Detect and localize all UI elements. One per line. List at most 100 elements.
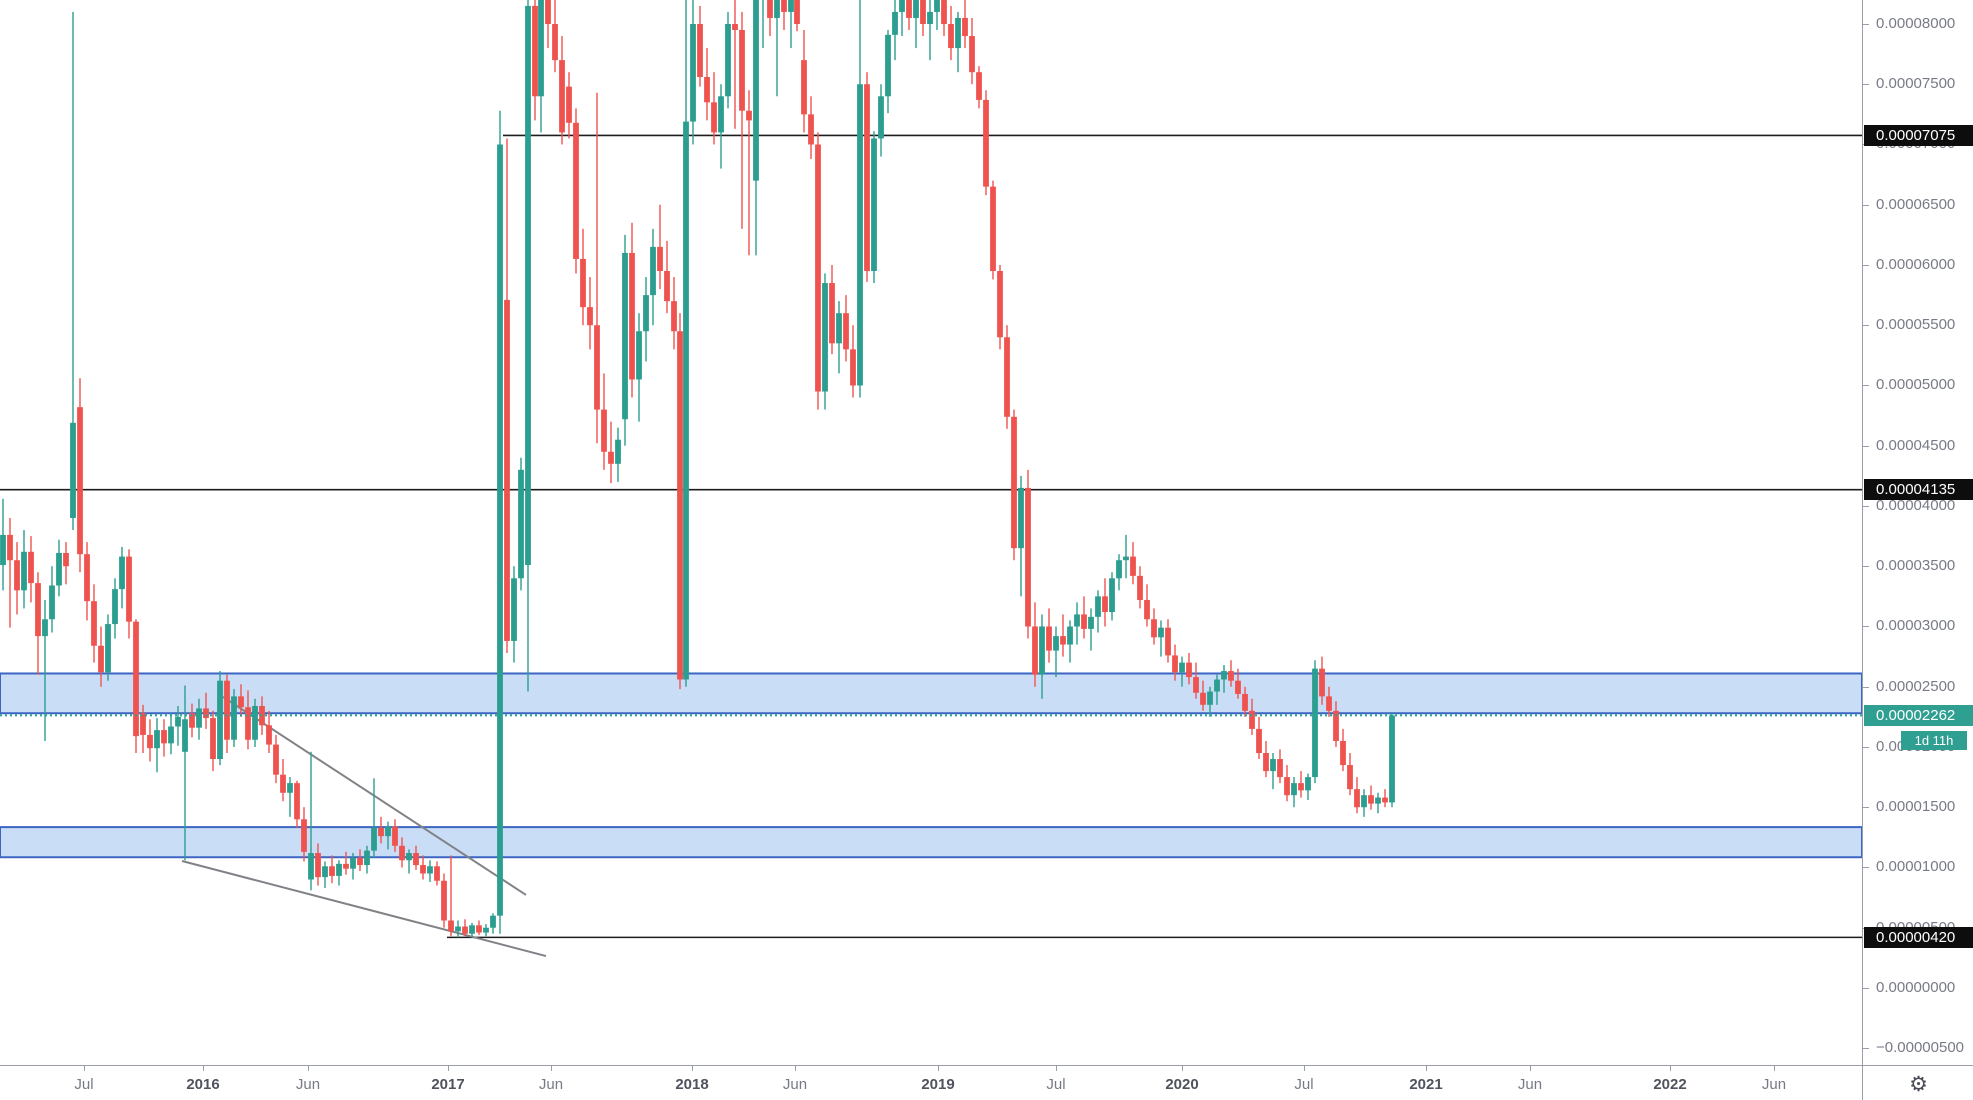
last-price-badge[interactable]: 0.00002262 bbox=[1864, 704, 1973, 726]
candle-down bbox=[990, 186, 996, 272]
level-price-badge[interactable]: 0.00004135 bbox=[1864, 479, 1973, 501]
candle-up bbox=[650, 246, 656, 296]
candle-down bbox=[399, 845, 405, 861]
candle-wick bbox=[790, 0, 792, 49]
candle-down bbox=[147, 734, 153, 749]
supply-demand-band[interactable] bbox=[0, 826, 1862, 859]
level-price-badge[interactable]: 0.00007075 bbox=[1864, 124, 1973, 146]
candle-wick bbox=[1090, 608, 1092, 651]
candle-down bbox=[189, 713, 195, 728]
candle-down bbox=[920, 0, 926, 24]
price-tick-label: 0.00001500 bbox=[1876, 798, 1956, 816]
time-tick-mark bbox=[1774, 1066, 1775, 1071]
candle-up bbox=[231, 696, 237, 740]
candle-down bbox=[746, 110, 752, 121]
candle-down bbox=[1081, 614, 1087, 629]
candle-up bbox=[336, 863, 342, 876]
candle-down bbox=[1298, 783, 1304, 791]
trendline[interactable] bbox=[181, 860, 547, 958]
candle-down bbox=[864, 84, 870, 272]
candle-up bbox=[1018, 487, 1024, 549]
candle-down bbox=[767, 0, 773, 18]
candle-down bbox=[1032, 626, 1038, 675]
axis-settings-corner: ⚙ bbox=[1862, 1065, 1973, 1100]
time-axis[interactable]: Jul 2016 Jun 2017 Jun 2018 Jun 2019 Jul 2020 Jul 20… bbox=[0, 1065, 1862, 1100]
candle-up bbox=[252, 706, 258, 740]
candle-up bbox=[857, 84, 863, 386]
time-tick-label: 2017 bbox=[431, 1076, 465, 1093]
candle-up bbox=[1095, 596, 1101, 617]
bar-countdown-badge: 1d 11h bbox=[1901, 730, 1967, 750]
candle-up bbox=[1312, 668, 1318, 778]
candle-up bbox=[364, 850, 370, 866]
candle-up bbox=[175, 716, 181, 727]
price-tick-label: 0.00006500 bbox=[1876, 195, 1956, 213]
candle-up bbox=[955, 17, 961, 49]
candle-up bbox=[217, 680, 223, 760]
candle-down bbox=[126, 556, 132, 622]
candlestick-chart[interactable] bbox=[0, 0, 1862, 1065]
candle-down bbox=[1256, 728, 1262, 754]
candle-up bbox=[1158, 627, 1164, 638]
candle-down bbox=[413, 853, 419, 866]
price-axis[interactable]: 0.000080000.000075000.000070000.00006500… bbox=[1862, 0, 1973, 1065]
candle-down bbox=[1193, 677, 1199, 693]
candle-up bbox=[371, 827, 377, 851]
candle-down bbox=[203, 708, 209, 719]
candle-down bbox=[1172, 655, 1178, 673]
candle-up bbox=[1375, 797, 1381, 804]
candle-down bbox=[1249, 710, 1255, 729]
candle-down bbox=[1382, 797, 1388, 803]
candle-down bbox=[35, 583, 41, 637]
candle-wick bbox=[741, 11, 743, 229]
candle-up bbox=[1214, 679, 1220, 692]
supply-demand-band[interactable] bbox=[0, 672, 1862, 715]
gear-icon[interactable]: ⚙ bbox=[1909, 1071, 1928, 1096]
price-tick-mark bbox=[1863, 867, 1869, 869]
candle-down bbox=[210, 718, 216, 760]
candle-up bbox=[683, 121, 689, 680]
candle-up bbox=[622, 252, 628, 420]
candle-up bbox=[1088, 616, 1094, 629]
candle-down bbox=[1277, 759, 1283, 778]
candle-wick bbox=[44, 599, 46, 741]
candle-up bbox=[350, 857, 356, 869]
candle-up bbox=[753, 0, 759, 181]
candle-up bbox=[1389, 715, 1395, 803]
price-chart-pane[interactable] bbox=[0, 0, 1862, 1065]
candle-down bbox=[808, 114, 814, 145]
candle-down bbox=[1046, 626, 1052, 651]
price-tick: −0.00000500 bbox=[1863, 1038, 1973, 1058]
candle-up bbox=[497, 144, 503, 916]
time-tick-label: Jul bbox=[1046, 1076, 1066, 1093]
candle-up bbox=[1053, 636, 1059, 651]
candle-wick bbox=[776, 0, 778, 97]
candle-down bbox=[1242, 693, 1248, 711]
time-tick-mark bbox=[1426, 1066, 1427, 1071]
candle-down bbox=[392, 826, 398, 846]
candle-down bbox=[1004, 337, 1010, 417]
price-tick-label: 0.00001000 bbox=[1876, 858, 1956, 876]
price-tick: 0.00001000 bbox=[1863, 857, 1973, 877]
candle-up bbox=[892, 11, 898, 35]
candle-down bbox=[301, 819, 307, 852]
time-tick-mark bbox=[1670, 1066, 1671, 1071]
candle-down bbox=[732, 23, 738, 31]
candle-wick bbox=[915, 0, 917, 49]
candle-up bbox=[913, 0, 919, 18]
candle-down bbox=[315, 853, 321, 878]
time-tick-label: Jun bbox=[1517, 1076, 1543, 1093]
level-price-badge[interactable]: 0.00000420 bbox=[1864, 926, 1973, 948]
candle-down bbox=[28, 551, 34, 584]
candle-wick bbox=[762, 0, 764, 49]
candle-down bbox=[1333, 710, 1339, 741]
candle-up bbox=[56, 552, 62, 586]
candle-up bbox=[615, 439, 621, 464]
candle-down bbox=[434, 866, 440, 881]
candle-up bbox=[878, 96, 884, 139]
price-tick: 0.00003500 bbox=[1863, 556, 1973, 576]
price-tick: 0.00004500 bbox=[1863, 436, 1973, 456]
time-tick-mark bbox=[692, 1066, 693, 1071]
candle-up bbox=[119, 556, 125, 590]
